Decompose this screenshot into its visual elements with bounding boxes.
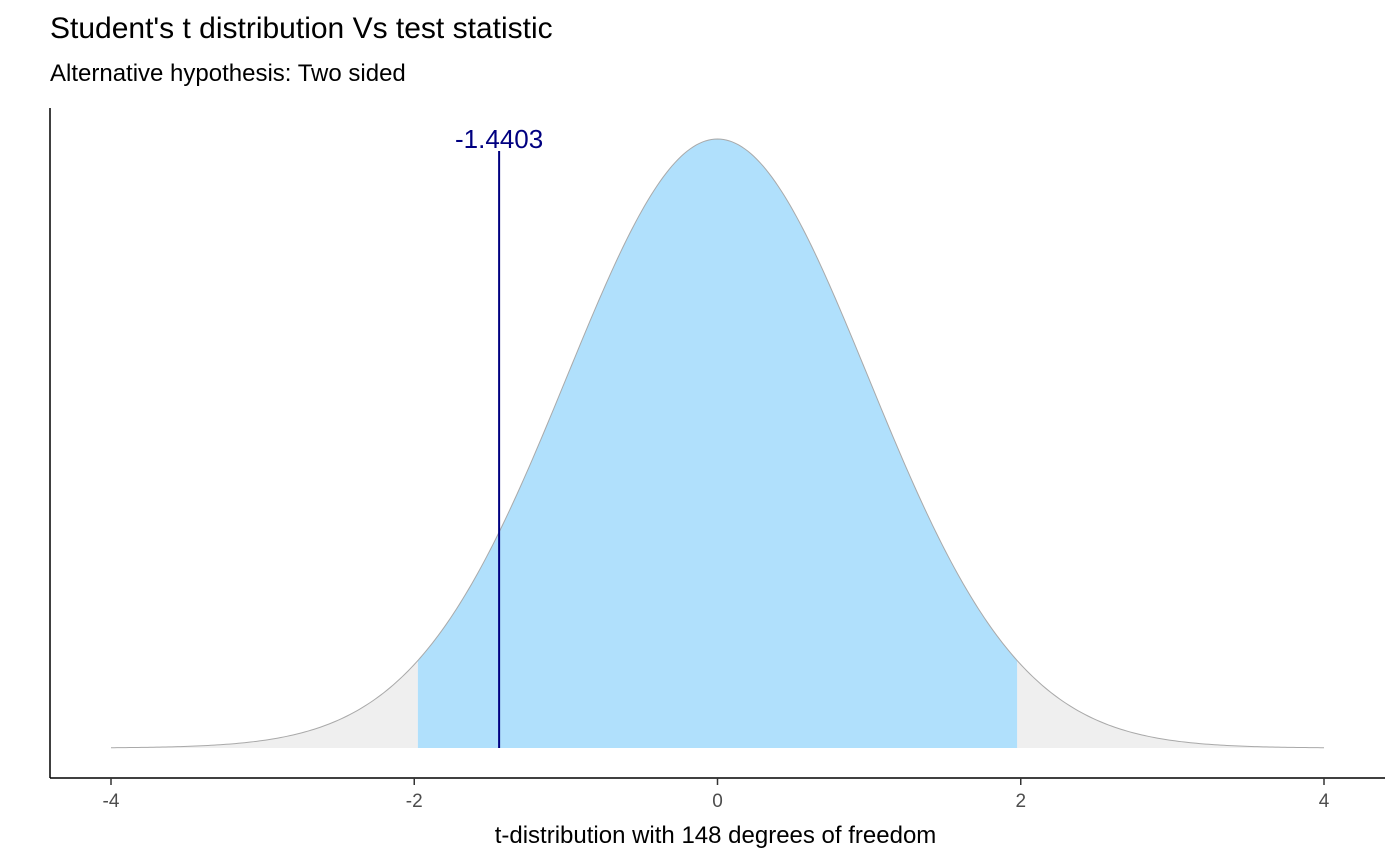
x-tick-label: -4 xyxy=(103,791,120,812)
x-tick-label: 4 xyxy=(1319,791,1330,812)
x-tick-label: 2 xyxy=(1015,791,1026,812)
chart-subtitle: Alternative hypothesis: Two sided xyxy=(50,60,406,87)
acceptance-region xyxy=(417,139,1018,748)
test-statistic-label: -1.4403 xyxy=(455,124,543,154)
plot-area: -1.4403 xyxy=(110,124,1325,749)
x-tick-label: 0 xyxy=(712,791,723,812)
x-axis-label: t-distribution with 148 degrees of freed… xyxy=(495,822,937,849)
rejection-region-left xyxy=(111,660,418,748)
x-axis-ticks: -4 -2 0 2 4 xyxy=(103,778,1330,812)
rejection-region-right xyxy=(1017,660,1324,748)
x-tick-label: -2 xyxy=(406,791,423,812)
chart-title: Student's t distribution Vs test statist… xyxy=(50,12,553,45)
density-curve xyxy=(110,138,1325,749)
